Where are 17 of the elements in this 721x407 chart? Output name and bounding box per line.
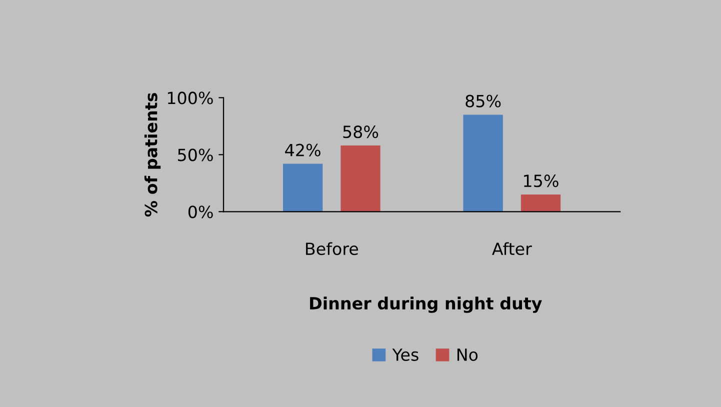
- legend-label: Yes: [392, 348, 418, 361]
- bar: [340, 146, 380, 212]
- data-label: 15%: [524, 174, 558, 188]
- y-tick-label: 100%: [168, 92, 213, 104]
- y-tick-label: 50%: [178, 148, 213, 162]
- legend-label: No: [457, 348, 478, 361]
- x-axis-title: Dinner during night duty: [310, 296, 542, 313]
- data-label: 42%: [285, 144, 320, 156]
- x-tick-label: After: [492, 242, 532, 256]
- y-axis-title: % of patients: [144, 92, 161, 217]
- bar: [463, 114, 503, 212]
- data-label: 85%: [466, 94, 501, 108]
- y-tick-label: 0%: [188, 206, 213, 218]
- bar: [520, 194, 561, 212]
- bar: [282, 164, 323, 212]
- x-tick-label: Before: [306, 242, 358, 256]
- data-label: 58%: [343, 126, 378, 138]
